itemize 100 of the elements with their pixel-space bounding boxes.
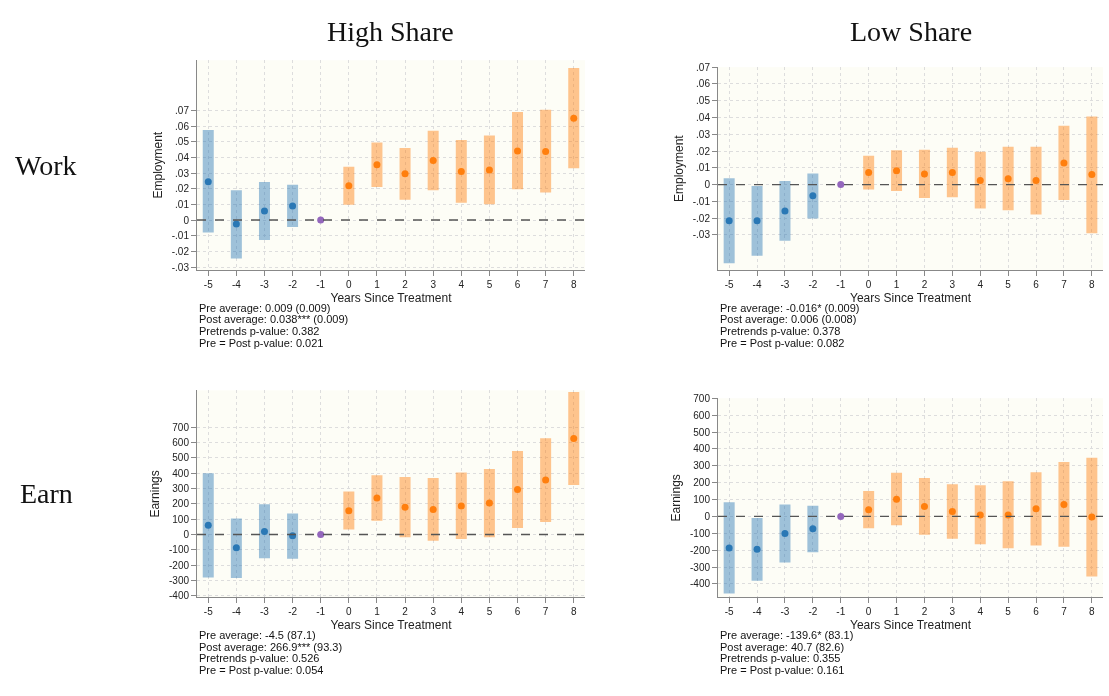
point bbox=[289, 202, 297, 210]
point bbox=[542, 476, 550, 484]
x-tick-label: 2 bbox=[921, 606, 928, 618]
point bbox=[514, 485, 522, 493]
point bbox=[976, 511, 984, 519]
x-tick-label: -4 bbox=[752, 279, 762, 291]
y-tick-label: 700 bbox=[172, 421, 190, 433]
point bbox=[725, 544, 733, 552]
y-axis-title: Earnings bbox=[148, 470, 163, 518]
x-tick-label: 3 bbox=[949, 606, 956, 618]
point bbox=[809, 525, 817, 533]
point bbox=[514, 147, 522, 155]
y-tick-label: -200 bbox=[168, 559, 190, 571]
point bbox=[976, 176, 984, 184]
point bbox=[260, 527, 268, 535]
x-tick-label: 7 bbox=[542, 606, 549, 618]
text: Pre = Post p-value: 0.082 bbox=[720, 337, 845, 349]
x-tick-label: -4 bbox=[231, 606, 242, 618]
x-tick-label: 0 bbox=[346, 279, 353, 291]
x-axis-title: Years Since Treatment bbox=[330, 291, 453, 306]
y-tick-label: -.03 bbox=[692, 229, 711, 241]
x-tick-label: 1 bbox=[893, 606, 900, 618]
point bbox=[725, 217, 733, 225]
chart-title: Low Share bbox=[850, 16, 973, 47]
y-tick-label: .05 bbox=[175, 136, 190, 148]
x-tick-label: 5 bbox=[1005, 279, 1012, 291]
y-tick-label: .04 bbox=[175, 151, 190, 163]
text: Pre = Post p-value: 0.021 bbox=[199, 337, 324, 349]
text: Pre average: 0.009 (0.009) bbox=[199, 302, 331, 314]
y-tick-label: .01 bbox=[175, 198, 190, 210]
y-tick-label: .07 bbox=[175, 104, 190, 116]
y-tick-label: 100 bbox=[172, 513, 190, 525]
y-tick-label: .03 bbox=[175, 167, 190, 179]
text: Pretrends p-value: 0.378 bbox=[720, 325, 841, 337]
x-tick-label: 1 bbox=[374, 279, 381, 291]
y-tick-label: .05 bbox=[696, 95, 711, 107]
y-tick-label: 0 bbox=[704, 510, 711, 522]
point bbox=[457, 167, 465, 175]
point bbox=[373, 161, 381, 169]
x-tick-label: -2 bbox=[288, 279, 298, 291]
text: Work bbox=[15, 150, 77, 181]
point bbox=[401, 170, 409, 178]
x-tick-label: 6 bbox=[1033, 279, 1040, 291]
y-tick-label: 200 bbox=[693, 477, 711, 489]
point bbox=[401, 503, 409, 511]
x-tick-label: 8 bbox=[570, 279, 577, 291]
point bbox=[570, 434, 578, 442]
y-tick-label: -100 bbox=[168, 544, 190, 556]
point bbox=[1032, 176, 1040, 184]
point bbox=[920, 502, 928, 510]
y-tick-label: .06 bbox=[696, 78, 711, 90]
point bbox=[948, 508, 956, 515]
x-tick-label: 0 bbox=[865, 279, 872, 291]
point bbox=[948, 168, 956, 176]
y-axis-title: Earnings bbox=[669, 474, 684, 522]
text: Pre average: -139.6* (83.1) bbox=[720, 629, 854, 641]
y-tick-label: 600 bbox=[172, 437, 190, 449]
y-tick-label: .04 bbox=[696, 111, 711, 123]
point bbox=[542, 147, 550, 155]
x-tick-label: -1 bbox=[836, 279, 846, 291]
point bbox=[781, 530, 789, 538]
x-tick-label: -4 bbox=[752, 606, 762, 618]
x-tick-label: 7 bbox=[542, 279, 549, 291]
y-tick-label: .02 bbox=[175, 183, 190, 195]
y-tick-label: .01 bbox=[696, 162, 711, 174]
point bbox=[317, 531, 325, 539]
point bbox=[1032, 505, 1040, 513]
text: Post average: 266.9*** (93.3) bbox=[199, 641, 343, 653]
point bbox=[1004, 175, 1012, 183]
x-tick-label: 3 bbox=[949, 279, 956, 291]
text: Pre = Post p-value: 0.054 bbox=[199, 664, 324, 676]
x-tick-label: 3 bbox=[430, 606, 437, 618]
x-tick-label: -2 bbox=[288, 606, 298, 618]
x-tick-label: -2 bbox=[808, 279, 818, 291]
x-tick-label: 1 bbox=[893, 279, 900, 291]
x-tick-label: -5 bbox=[203, 279, 214, 291]
y-tick-label: -.02 bbox=[171, 245, 190, 257]
point bbox=[1088, 171, 1096, 178]
text: Post average: 40.7 (82.6) bbox=[720, 641, 845, 653]
point bbox=[204, 178, 212, 186]
point bbox=[429, 156, 437, 164]
x-tick-label: 2 bbox=[921, 279, 928, 291]
point bbox=[837, 181, 845, 189]
y-tick-label: -400 bbox=[689, 578, 711, 590]
x-tick-label: -3 bbox=[780, 606, 790, 618]
x-tick-label: 5 bbox=[486, 606, 493, 618]
x-tick-label: 8 bbox=[1089, 606, 1096, 618]
x-tick-label: 0 bbox=[865, 606, 872, 618]
y-tick-label: 600 bbox=[693, 409, 711, 421]
x-tick-label: 6 bbox=[1033, 606, 1040, 618]
y-tick-label: 0 bbox=[183, 529, 190, 541]
point bbox=[1088, 513, 1096, 521]
y-tick-label: .02 bbox=[696, 145, 711, 157]
x-tick-label: 8 bbox=[570, 606, 577, 618]
x-tick-label: -1 bbox=[316, 606, 326, 618]
point bbox=[260, 207, 268, 215]
point bbox=[920, 170, 928, 178]
x-tick-label: 7 bbox=[1061, 279, 1068, 291]
y-tick-label: -.02 bbox=[692, 212, 711, 224]
x-tick-label: -1 bbox=[316, 279, 326, 291]
